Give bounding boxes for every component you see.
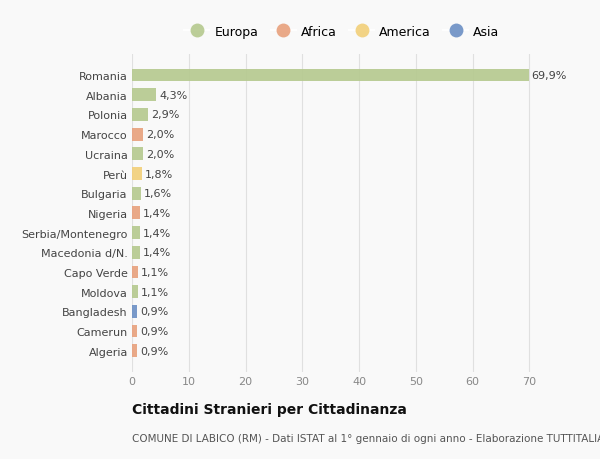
Text: 0,9%: 0,9%	[140, 346, 168, 356]
Text: 69,9%: 69,9%	[532, 71, 567, 81]
Text: 0,9%: 0,9%	[140, 307, 168, 317]
Bar	[132, 109, 148, 122]
Bar	[132, 325, 137, 338]
Bar	[132, 345, 137, 358]
Bar	[132, 69, 529, 82]
Text: 1,8%: 1,8%	[145, 169, 173, 179]
Text: 1,4%: 1,4%	[143, 228, 171, 238]
Bar	[132, 285, 138, 298]
Text: 1,4%: 1,4%	[143, 248, 171, 258]
Bar	[132, 129, 143, 141]
Text: COMUNE DI LABICO (RM) - Dati ISTAT al 1° gennaio di ogni anno - Elaborazione TUT: COMUNE DI LABICO (RM) - Dati ISTAT al 1°…	[132, 433, 600, 442]
Text: 1,6%: 1,6%	[144, 189, 172, 199]
Text: 1,1%: 1,1%	[141, 287, 169, 297]
Bar	[132, 246, 140, 259]
Bar	[132, 266, 138, 279]
Text: 0,9%: 0,9%	[140, 326, 168, 336]
Text: 2,9%: 2,9%	[151, 110, 179, 120]
Text: 1,4%: 1,4%	[143, 208, 171, 218]
Bar	[132, 168, 142, 180]
Text: 4,3%: 4,3%	[159, 90, 187, 101]
Bar	[132, 305, 137, 318]
Bar	[132, 187, 141, 200]
Bar	[132, 89, 157, 102]
Bar	[132, 148, 143, 161]
Text: Cittadini Stranieri per Cittadinanza: Cittadini Stranieri per Cittadinanza	[132, 402, 407, 416]
Text: 1,1%: 1,1%	[141, 268, 169, 277]
Legend: Europa, Africa, America, Asia: Europa, Africa, America, Asia	[182, 23, 502, 41]
Text: 2,0%: 2,0%	[146, 130, 175, 140]
Bar	[132, 207, 140, 220]
Bar	[132, 227, 140, 240]
Text: 2,0%: 2,0%	[146, 150, 175, 159]
